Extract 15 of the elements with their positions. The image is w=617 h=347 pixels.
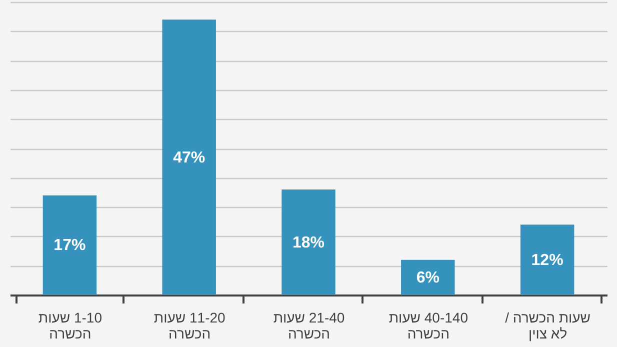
bar bbox=[42, 195, 97, 295]
x-tick-label: 11-20 שעות הכשרה bbox=[154, 310, 226, 342]
x-tick-label: 21-40 שעות הכשרה bbox=[273, 310, 345, 342]
data-label: 12% bbox=[531, 252, 564, 269]
data-label: 18% bbox=[292, 234, 325, 252]
data-label: 6% bbox=[416, 269, 440, 286]
data-label: 17% bbox=[54, 237, 86, 254]
x-tick-label: 1-10 שעות הכשרה bbox=[38, 310, 102, 342]
x-tick-label: 40-140 שעות הכשרה bbox=[388, 310, 468, 342]
bar bbox=[282, 190, 336, 295]
x-tick-label: שעות הכשרה / לא צוין bbox=[505, 310, 591, 342]
bar bbox=[520, 224, 574, 295]
bar bbox=[162, 20, 216, 295]
data-label: 47% bbox=[173, 149, 206, 166]
bar bbox=[401, 260, 455, 295]
